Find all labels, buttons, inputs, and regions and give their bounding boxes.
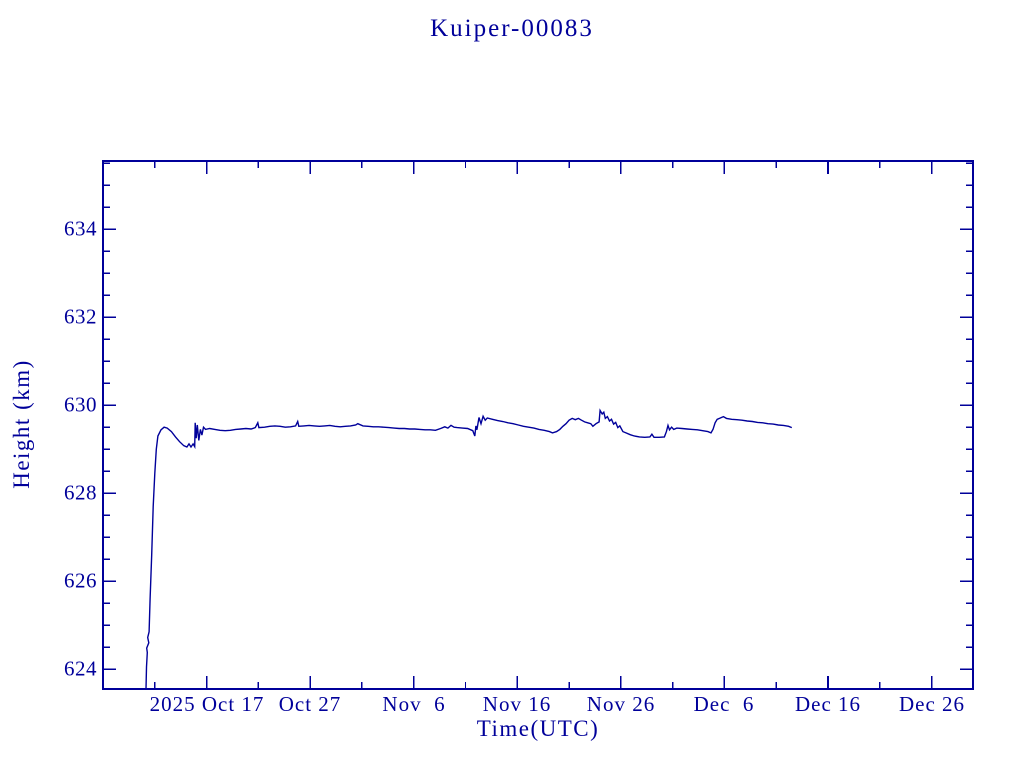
x-tick-label: 2025 Oct 17 [149, 692, 265, 716]
x-tick-label: Nov 6 [382, 692, 446, 716]
chart-title: Kuiper-00083 [430, 15, 594, 42]
x-tick-label: Nov 16 [482, 692, 552, 716]
y-tick-label: 630 [64, 392, 97, 417]
y-tick-label: 626 [64, 568, 97, 593]
x-tick-label: Nov 26 [586, 692, 656, 716]
x-tick-label: Oct 27 [278, 692, 342, 716]
x-tick-label: Dec 26 [898, 692, 966, 716]
y-tick-label: 628 [64, 480, 97, 505]
x-tick-label: Dec 6 [693, 692, 755, 716]
y-tick-label: 624 [64, 656, 97, 681]
y-tick-label: 632 [64, 304, 97, 329]
y-tick-label: 634 [64, 216, 97, 241]
height-series-line [145, 408, 793, 690]
x-axis-title: Time(UTC) [476, 716, 600, 741]
x-tick-label: Dec 16 [794, 692, 862, 716]
